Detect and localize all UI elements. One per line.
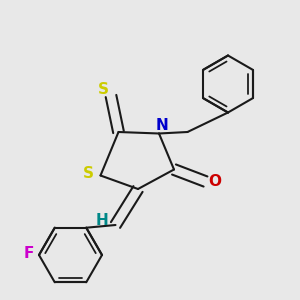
- Text: S: S: [83, 167, 94, 182]
- Text: H: H: [96, 213, 108, 228]
- Text: F: F: [23, 246, 34, 261]
- Text: O: O: [208, 174, 221, 189]
- Text: S: S: [98, 82, 109, 98]
- Text: N: N: [156, 118, 168, 134]
